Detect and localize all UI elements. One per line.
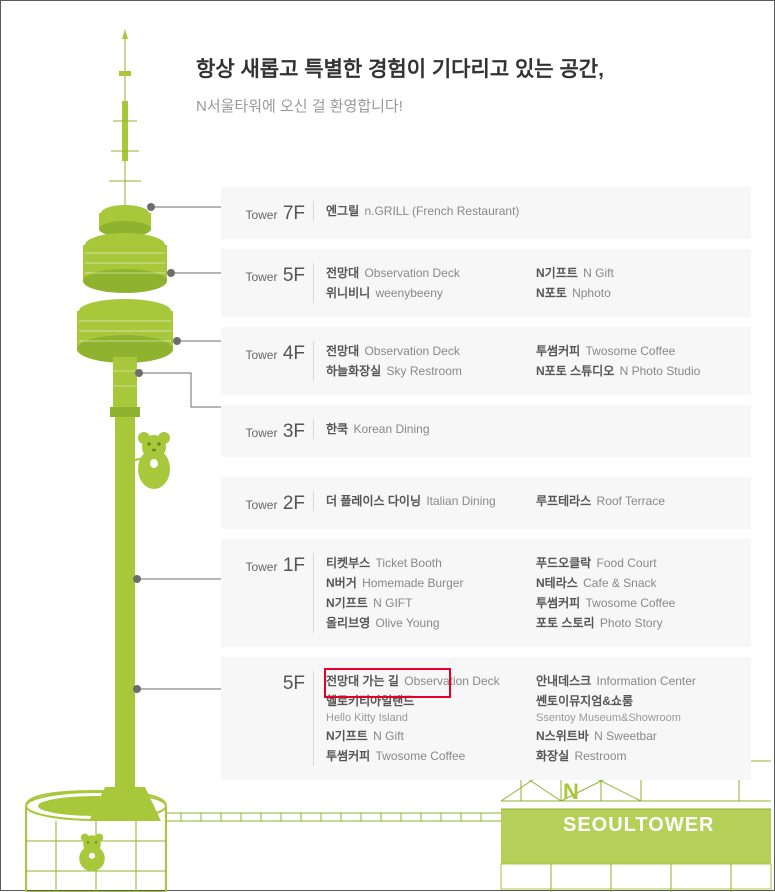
- floor-col-right: 루프테라스 Roof Terrace: [536, 491, 746, 511]
- floor-entry: 엔그릴 n.GRILL (French Restaurant): [326, 201, 536, 221]
- floor-entry: 루프테라스 Roof Terrace: [536, 491, 746, 511]
- page-subtitle: N서울타워에 오신 걸 환영합니다!: [196, 95, 604, 116]
- page-title: 항상 새롭고 특별한 경험이 기다리고 있는 공간,: [196, 53, 604, 83]
- floor-entry: 한쿡 Korean Dining: [326, 419, 536, 439]
- floor-label: Tower 3F: [221, 419, 313, 443]
- floor-entry: N기프트 N GIFT: [326, 593, 536, 613]
- floor-label: 5F: [221, 671, 313, 695]
- floor-5F: Tower 5F 전망대 Observation Deck위니비니 weenybe…: [221, 249, 751, 317]
- floor-entry: N기프트 N Gift: [536, 263, 746, 283]
- floor-label: Tower 2F: [221, 491, 313, 515]
- floor-entry: 투썸커피 Twosome Coffee: [326, 746, 536, 766]
- floor-entry: N포토 스튜디오 N Photo Studio: [536, 361, 746, 381]
- floor-label: Tower 1F: [221, 553, 313, 577]
- floor-entry: N기프트 N Gift: [326, 726, 536, 746]
- floor-entry: 더 플레이스 다이닝 Italian Dining: [326, 491, 536, 511]
- floor-col-right: N기프트 N GiftN포토 Nphoto: [536, 263, 746, 303]
- floor-entry: 올리브영 Olive Young: [326, 613, 536, 633]
- floor-col-left: 전망대 가는 길 Observation Deck헬로키티아일랜드 Hello …: [326, 671, 536, 766]
- floor-3F: Tower 3F 한쿡 Korean Dining: [221, 405, 751, 457]
- floor-col-right: [536, 201, 746, 221]
- floor-entry: Hello Kitty Island: [326, 711, 536, 726]
- floor-entry: 화장실 Restroom: [536, 746, 746, 766]
- floor-entry: 티켓부스 Ticket Booth: [326, 553, 536, 573]
- floor-entry: 안내데스크 Information Center: [536, 671, 746, 691]
- floor-entry: N포토 Nphoto: [536, 283, 746, 303]
- floor-entry: 하늘화장실 Sky Restroom: [326, 361, 536, 381]
- floor-col-left: 티켓부스 Ticket BoothN버거 Homemade BurgerN기프트…: [326, 553, 536, 633]
- floor-entry: 포토 스토리 Photo Story: [536, 613, 746, 633]
- floor-4F: Tower 4F 전망대 Observation Deck하늘화장실 Sky Re…: [221, 327, 751, 395]
- floor-col-left: 전망대 Observation Deck하늘화장실 Sky Restroom: [326, 341, 536, 381]
- floor-entry: 전망대 Observation Deck: [326, 341, 536, 361]
- floor-col-left: 한쿡 Korean Dining: [326, 419, 536, 439]
- floor-entry: N스위트바 N Sweetbar: [536, 726, 746, 746]
- floor-col-left: 더 플레이스 다이닝 Italian Dining: [326, 491, 536, 511]
- floor-col-left: 전망대 Observation Deck위니비니 weenybeeny: [326, 263, 536, 303]
- floor-entry: 투썸커피 Twosome Coffee: [536, 341, 746, 361]
- floor-entry: N버거 Homemade Burger: [326, 573, 536, 593]
- floor-entry: Ssentoy Museum&Showroom: [536, 711, 746, 726]
- floor-col-right: 투썸커피 Twosome CoffeeN포토 스튜디오 N Photo Stud…: [536, 341, 746, 381]
- floor-entry: 투썸커피 Twosome Coffee: [536, 593, 746, 613]
- floor-col-right: [536, 419, 746, 439]
- floor-entry: 전망대 가는 길 Observation Deck: [326, 671, 536, 691]
- floor-7F: Tower 7F 엔그릴 n.GRILL (French Restaurant): [221, 187, 751, 239]
- floor-entry: 위니비니 weenybeeny: [326, 283, 536, 303]
- page-header: 항상 새롭고 특별한 경험이 기다리고 있는 공간, N서울타워에 오신 걸 환…: [196, 53, 604, 116]
- floor-entry: N테라스 Cafe & Snack: [536, 573, 746, 593]
- floor-col-left: 엔그릴 n.GRILL (French Restaurant): [326, 201, 536, 221]
- floor-label: Tower 5F: [221, 263, 313, 287]
- floor-entry: 전망대 Observation Deck: [326, 263, 536, 283]
- floor-list: Tower 7F엔그릴 n.GRILL (French Restaurant)T…: [221, 187, 751, 790]
- floor-5F: 5F 전망대 가는 길 Observation Deck헬로키티아일랜드 Hell…: [221, 657, 751, 780]
- building-sign-seoul: SEOULTOWER: [563, 814, 714, 836]
- floor-label: Tower 7F: [221, 201, 313, 225]
- floor-entry: 푸드오클락 Food Court: [536, 553, 746, 573]
- floor-1F: Tower 1F 티켓부스 Ticket BoothN버거 Homemade Bu…: [221, 539, 751, 647]
- floor-label: Tower 4F: [221, 341, 313, 365]
- floor-entry: 쎈토이뮤지엄&쇼룸: [536, 691, 746, 711]
- floor-col-right: 푸드오클락 Food CourtN테라스 Cafe & Snack투썸커피 Tw…: [536, 553, 746, 633]
- floor-entry: 헬로키티아일랜드: [326, 691, 536, 711]
- floor-col-right: 안내데스크 Information Center쎈토이뮤지엄&쇼룸 Ssento…: [536, 671, 746, 766]
- floor-2F: Tower 2F 더 플레이스 다이닝 Italian Dining루프테라스 R…: [221, 477, 751, 529]
